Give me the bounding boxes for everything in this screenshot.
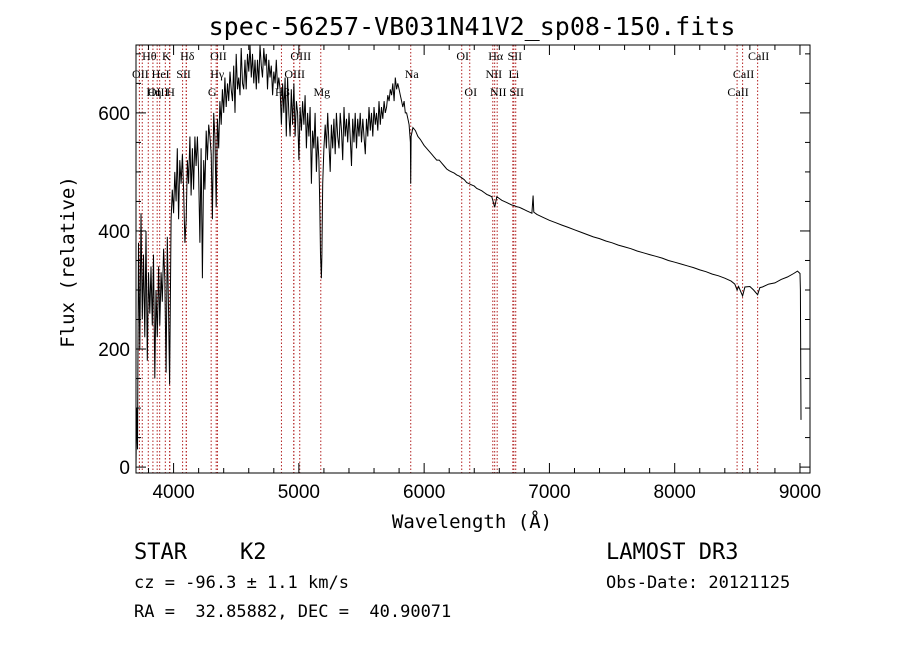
y-tick-label: 400 <box>98 222 130 243</box>
marker-label: Hγ <box>210 67 225 81</box>
marker-label: Na <box>405 67 420 81</box>
marker-label: G <box>208 85 217 99</box>
marker-label: CaII <box>733 67 754 81</box>
y-axis-label: Flux (relative) <box>57 176 79 348</box>
obs-date: Obs-Date: 20121125 <box>606 573 791 593</box>
marker-label: SII <box>509 85 524 99</box>
x-tick-label: 9000 <box>779 482 821 503</box>
marker-label: Li <box>509 67 520 81</box>
axis-ticks-group: 4000 5000 6000 7000 8000 9000 0 200 400 600 <box>98 45 821 503</box>
marker-label: Hα <box>488 49 504 63</box>
marker-label: NII <box>485 67 502 81</box>
marker-label: OIII <box>290 49 311 63</box>
marker-label: OI <box>456 49 469 63</box>
marker-label: Hθ <box>142 49 157 63</box>
marker-label: OII <box>132 67 149 81</box>
marker-label: OI <box>464 85 477 99</box>
marker-label: SII <box>508 49 523 63</box>
y-tick-label: 200 <box>98 340 130 361</box>
redshift-info: cz = -96.3 ± 1.1 km/s <box>134 573 349 593</box>
object-class: STAR <box>134 540 187 565</box>
chart-title: spec-56257-VB031N41V2_sp08-150.fits <box>209 12 736 41</box>
y-tick-label: 600 <box>98 104 130 125</box>
object-subclass: K2 <box>240 540 267 565</box>
x-tick-label: 6000 <box>403 482 445 503</box>
marker-label: OIII <box>284 67 305 81</box>
x-tick-label: 8000 <box>654 482 696 503</box>
plot-frame <box>135 44 811 474</box>
marker-label: H <box>166 85 175 99</box>
x-axis-label: Wavelength (Å) <box>392 510 552 533</box>
marker-label: HeI <box>152 67 170 81</box>
marker-label: K <box>162 49 171 63</box>
marker-label: NII <box>490 85 507 99</box>
marker-label: Mg <box>313 85 330 99</box>
y-tick-label: 0 <box>119 458 130 479</box>
marker-label: Hη <box>146 85 161 99</box>
marker-lines-group <box>138 45 759 473</box>
marker-label: CaII <box>727 85 748 99</box>
x-tick-label: 5000 <box>278 482 320 503</box>
x-tick-label: 4000 <box>152 482 194 503</box>
marker-label: CaII <box>748 49 769 63</box>
marker-label: OII <box>210 49 227 63</box>
coordinates: RA = 32.85882, DEC = 40.90071 <box>134 602 452 622</box>
marker-label: SII <box>176 67 191 81</box>
marker-label: Hδ <box>180 49 195 63</box>
marker-label: OIII <box>148 85 169 99</box>
x-tick-label: 7000 <box>528 482 570 503</box>
spectrum-line <box>135 44 802 468</box>
survey-name: LAMOST DR3 <box>606 540 739 565</box>
